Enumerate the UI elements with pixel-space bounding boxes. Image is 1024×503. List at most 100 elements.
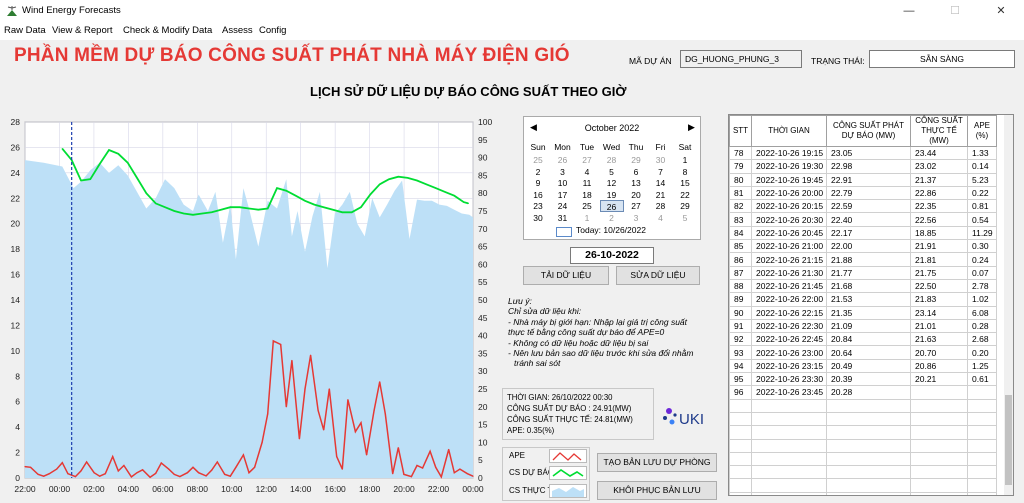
table-row[interactable]: 90 2022-10-26 22:15 21.35 23.14 6.08	[729, 305, 997, 320]
calendar-day[interactable]: 28	[655, 201, 666, 211]
table-cell[interactable]: 21.53	[826, 292, 911, 307]
table-cell[interactable]: 94	[729, 358, 752, 374]
table-cell[interactable]: 0.54	[967, 212, 997, 227]
table-cell[interactable]: 20.64	[826, 345, 911, 360]
calendar-day[interactable]: 25	[582, 201, 592, 211]
table-row[interactable]: 78 2022-10-26 19:15 23.05 23.44 1.33	[729, 145, 997, 161]
calendar-day-selected[interactable]: 26	[599, 200, 624, 212]
table-cell[interactable]: 20.39	[826, 372, 911, 387]
table-cell[interactable]: 22.98	[826, 159, 911, 174]
table-cell[interactable]: 22.35	[910, 199, 968, 214]
calendar-day[interactable]: 1	[584, 212, 590, 223]
table-cell[interactable]: 84	[729, 225, 752, 241]
calendar-day[interactable]: 29	[680, 201, 690, 211]
calendar-day[interactable]: 3	[633, 212, 639, 223]
calendar-day[interactable]: 17	[557, 189, 568, 200]
table-cell[interactable]: 2022-10-26 21:30	[751, 265, 827, 280]
table-cell[interactable]: 2.68	[967, 332, 997, 347]
calendar-day[interactable]: 7	[658, 166, 663, 177]
table-row[interactable]: 96 2022-10-26 23:45 20.28	[729, 385, 997, 400]
calendar-day[interactable]: 18	[582, 189, 592, 200]
table-cell[interactable]: 86	[729, 252, 752, 267]
calendar-day[interactable]: 12	[606, 178, 617, 188]
calendar-day[interactable]: 20	[631, 189, 641, 200]
table-cell[interactable]: 91	[729, 318, 752, 334]
table-cell[interactable]: 2022-10-26 22:15	[751, 305, 827, 320]
table-cell[interactable]	[967, 385, 997, 400]
calendar-next-button[interactable]: ▶	[688, 122, 695, 132]
calendar[interactable]: ◀ October 2022 ▶ Sun Mon Tue Wed Thu Fri Sat 25…	[523, 116, 701, 240]
table-cell[interactable]: 88	[729, 278, 752, 294]
calendar-day[interactable]: 27	[582, 155, 592, 165]
table-cell[interactable]: 23.14	[910, 305, 968, 320]
table-cell[interactable]: 18.85	[910, 225, 968, 241]
table-cell[interactable]: 2022-10-26 23:00	[751, 345, 827, 360]
table-cell[interactable]: 2022-10-26 21:15	[751, 252, 827, 267]
table-cell[interactable]: 21.63	[910, 332, 968, 347]
table-cell[interactable]: 21.91	[910, 239, 968, 254]
table-row[interactable]: 82 2022-10-26 20:15 22.59 22.35 0.81	[729, 199, 997, 214]
table-header-cell[interactable]: STT	[729, 115, 752, 147]
table-cell[interactable]	[910, 385, 968, 400]
table-cell[interactable]: 23.44	[910, 145, 968, 161]
calendar-day[interactable]: 2	[535, 166, 541, 177]
table-cell[interactable]: 2022-10-26 22:30	[751, 318, 827, 334]
table-cell[interactable]: 20.21	[910, 372, 968, 387]
table-cell[interactable]: 21.81	[910, 252, 968, 267]
calendar-day[interactable]: 25	[533, 155, 543, 165]
table-cell[interactable]: 1.33	[967, 145, 997, 161]
menu-view-report[interactable]: View & Report	[52, 25, 113, 36]
table-cell[interactable]: 2.78	[967, 278, 997, 294]
restore-backup-button[interactable]: KHÔI PHỤC BẢN LƯU	[597, 481, 717, 500]
table-cell[interactable]: 21.75	[910, 265, 968, 280]
calendar-day[interactable]: 4	[658, 212, 663, 223]
table-cell[interactable]: 0.14	[967, 159, 997, 174]
calendar-day[interactable]: 6	[633, 166, 639, 177]
table-cell[interactable]: 81	[729, 185, 752, 201]
menu-raw-data[interactable]: Raw Data	[4, 25, 46, 36]
calendar-day[interactable]: 16	[533, 189, 543, 200]
table-cell[interactable]: 2022-10-26 20:45	[751, 225, 827, 241]
table-cell[interactable]: 85	[729, 239, 752, 254]
calendar-day[interactable]: 5	[682, 212, 688, 223]
table-cell[interactable]: 0.24	[967, 252, 997, 267]
table-row[interactable]: 88 2022-10-26 21:45 21.68 22.50 2.78	[729, 278, 997, 294]
calendar-day[interactable]: 2	[609, 212, 614, 223]
calendar-day[interactable]: 13	[631, 178, 641, 188]
table-row[interactable]: 80 2022-10-26 19:45 22.91 21.37 5.23	[729, 172, 997, 187]
table-cell[interactable]: 21.88	[826, 252, 911, 267]
calendar-day[interactable]: 19	[606, 189, 617, 200]
table-cell[interactable]: 21.68	[826, 278, 911, 294]
table-cell[interactable]: 2022-10-26 20:30	[751, 212, 827, 227]
table-cell[interactable]: 22.50	[910, 278, 968, 294]
maximize-button[interactable]: ☐	[950, 5, 960, 17]
calendar-day[interactable]: 28	[606, 155, 617, 165]
calendar-day[interactable]: 24	[557, 201, 568, 211]
calendar-day[interactable]: 15	[680, 178, 690, 188]
table-cell[interactable]: 89	[729, 292, 752, 307]
table-cell[interactable]: 2022-10-26 19:15	[751, 145, 827, 161]
table-row[interactable]: 94 2022-10-26 23:15 20.49 20.86 1.25	[729, 358, 997, 374]
table-cell[interactable]: 2022-10-26 19:45	[751, 172, 827, 187]
table-cell[interactable]: 0.20	[967, 345, 997, 360]
table-cell[interactable]: 2022-10-26 20:15	[751, 199, 827, 214]
table-cell[interactable]: 80	[729, 172, 752, 187]
calendar-day[interactable]: 4	[584, 166, 590, 177]
calendar-day[interactable]: 31	[557, 212, 568, 223]
table-cell[interactable]: 96	[729, 385, 752, 400]
table-cell[interactable]: 22.40	[826, 212, 911, 227]
table-cell[interactable]: 0.61	[967, 372, 997, 387]
calendar-prev-button[interactable]: ◀	[530, 122, 537, 132]
data-table[interactable]: STT THỜI GIAN CÔNG SUẤT PHÁT DỰ BÁO (MW) CÔ…	[728, 114, 1014, 496]
calendar-day[interactable]: 26	[557, 155, 568, 165]
table-cell[interactable]: 22.91	[826, 172, 911, 187]
table-row[interactable]: 81 2022-10-26 20:00 22.79 22.86 0.22	[729, 185, 997, 201]
calendar-day[interactable]: 9	[535, 178, 541, 188]
table-cell[interactable]: 82	[729, 199, 752, 214]
table-cell[interactable]: 23.05	[826, 145, 911, 161]
minimize-button[interactable]: —	[903, 5, 915, 17]
table-cell[interactable]: 22.17	[826, 225, 911, 241]
calendar-today[interactable]: Today: 10/26/2022	[576, 225, 646, 235]
table-scrollbar[interactable]	[1004, 115, 1013, 495]
calendar-day[interactable]: 5	[609, 166, 614, 177]
